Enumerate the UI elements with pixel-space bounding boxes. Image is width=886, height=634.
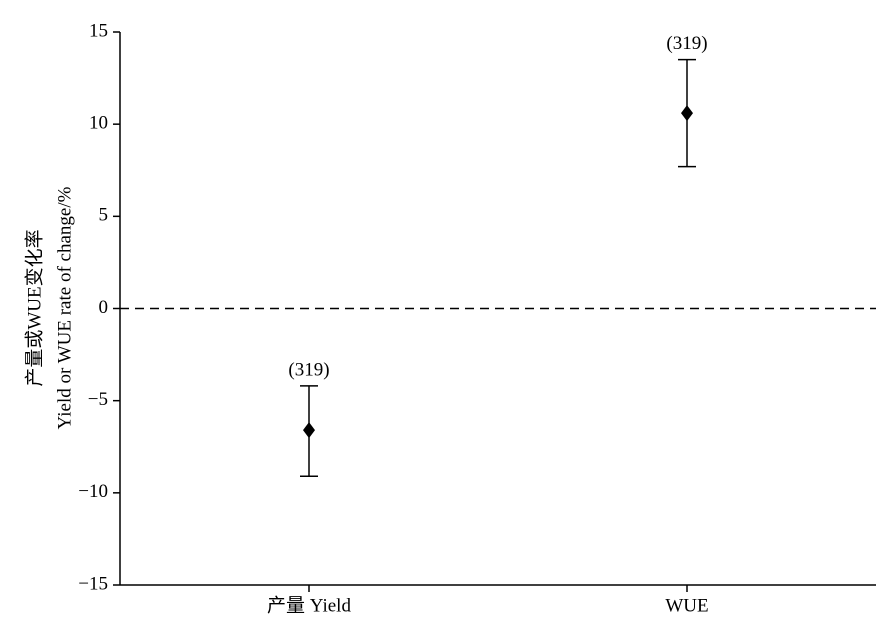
y-tick-label: −5 bbox=[88, 389, 108, 410]
y-tick-label: −10 bbox=[78, 481, 108, 502]
x-tick-label: 产量 Yield bbox=[267, 594, 351, 616]
x-tick-label: WUE bbox=[665, 595, 708, 616]
annotation: (319) bbox=[288, 359, 329, 380]
y-tick-label: 15 bbox=[89, 20, 108, 41]
y-tick-label: 5 bbox=[99, 205, 109, 226]
y-axis-title: Yield or WUE rate of change/% bbox=[54, 186, 75, 429]
point bbox=[303, 422, 315, 439]
y-tick-label: 10 bbox=[89, 113, 108, 134]
point bbox=[681, 105, 693, 122]
y-axis-title: 产量或WUE变化率 bbox=[23, 229, 45, 386]
annotation: (319) bbox=[666, 33, 707, 54]
y-tick-label: −15 bbox=[78, 573, 108, 594]
y-tick-label: 0 bbox=[99, 297, 109, 318]
